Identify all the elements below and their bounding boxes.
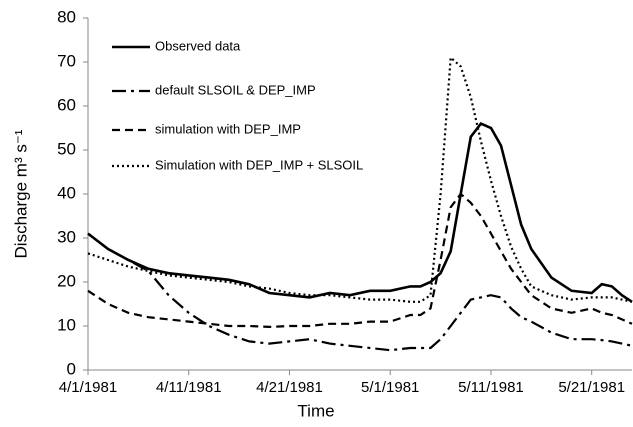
- y-axis-label: Discharge m³ s⁻¹: [11, 129, 30, 258]
- x-tick-label: 4/21/1981: [256, 379, 323, 396]
- x-tick-label: 5/11/1981: [458, 379, 524, 396]
- legend-label: default SLSOIL & DEP_IMP: [155, 82, 316, 97]
- y-tick-label: 0: [67, 359, 76, 378]
- legend-label: Observed data: [155, 38, 241, 53]
- y-tick-label: 50: [57, 139, 76, 158]
- legend-label: Simulation with DEP_IMP + SLSOIL: [155, 157, 363, 172]
- data-line: [87, 55, 633, 303]
- x-tick-label: 4/11/1981: [156, 379, 222, 396]
- x-axis-label: Time: [297, 401, 334, 420]
- y-tick-label: 30: [57, 227, 76, 246]
- x-tick-label: 4/1/1981: [59, 379, 117, 396]
- y-tick-label: 10: [57, 315, 76, 334]
- y-tick-label: 80: [57, 7, 76, 26]
- x-tick-label: 5/21/1981: [558, 379, 625, 396]
- data-line: [87, 122, 633, 303]
- y-tick-label: 60: [57, 95, 76, 114]
- y-tick-label: 70: [57, 51, 76, 70]
- data-line: [87, 192, 633, 329]
- x-tick-label: 5/1/1981: [361, 379, 419, 396]
- y-tick-label: 20: [57, 271, 76, 290]
- legend-label: simulation with DEP_IMP: [155, 121, 301, 136]
- y-tick-label: 40: [57, 183, 76, 202]
